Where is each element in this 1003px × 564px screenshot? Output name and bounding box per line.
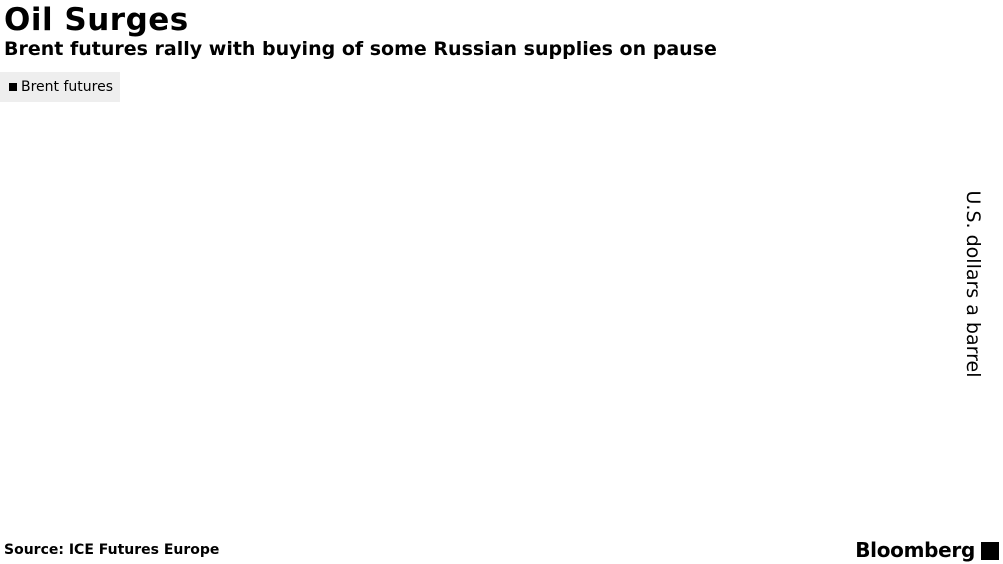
axes [0,66,941,527]
x-tick-label: Dec [722,500,753,519]
x-tick-label: Jun [263,500,289,519]
y-tick-label: 60 [943,456,963,475]
y-axis-label: U.S. dollars a barrel [962,190,984,378]
series-line-brent-futures [0,126,917,460]
x-tick-label: Aug [414,500,445,519]
x-tick-label: Jan [802,500,828,519]
bloomberg-terminal-icon [981,542,999,560]
x-tick-label: Feb [878,500,906,519]
x-tick-label: Oct [570,500,598,519]
legend: Brent futures [0,72,120,102]
chart-title: Oil Surges [4,2,189,38]
year-label: 2021 [332,522,373,541]
source-note: Source: ICE Futures Europe [4,542,220,558]
chart-subtitle: Brent futures rally with buying of some … [4,38,717,60]
x-tick-label: Nov [644,500,675,519]
y-axis-label-box: U.S. dollars a barrel [955,184,991,384]
legend-swatch [9,83,17,91]
horizontal-gridlines [3,163,935,466]
year-label: 2022 [795,522,836,541]
series-group [0,126,917,460]
x-tick-label: May [183,500,216,519]
y-tick-label: 100 [943,155,974,174]
vertical-gridlines [84,66,854,495]
x-tick-label: Mar [30,500,61,519]
x-tick-label: Sep [492,500,522,519]
legend-label: Brent futures [21,79,113,95]
x-tick-label: Apr [110,500,138,519]
bloomberg-logo: Bloomberg [855,538,975,562]
x-tick-label: Jul [342,500,362,519]
